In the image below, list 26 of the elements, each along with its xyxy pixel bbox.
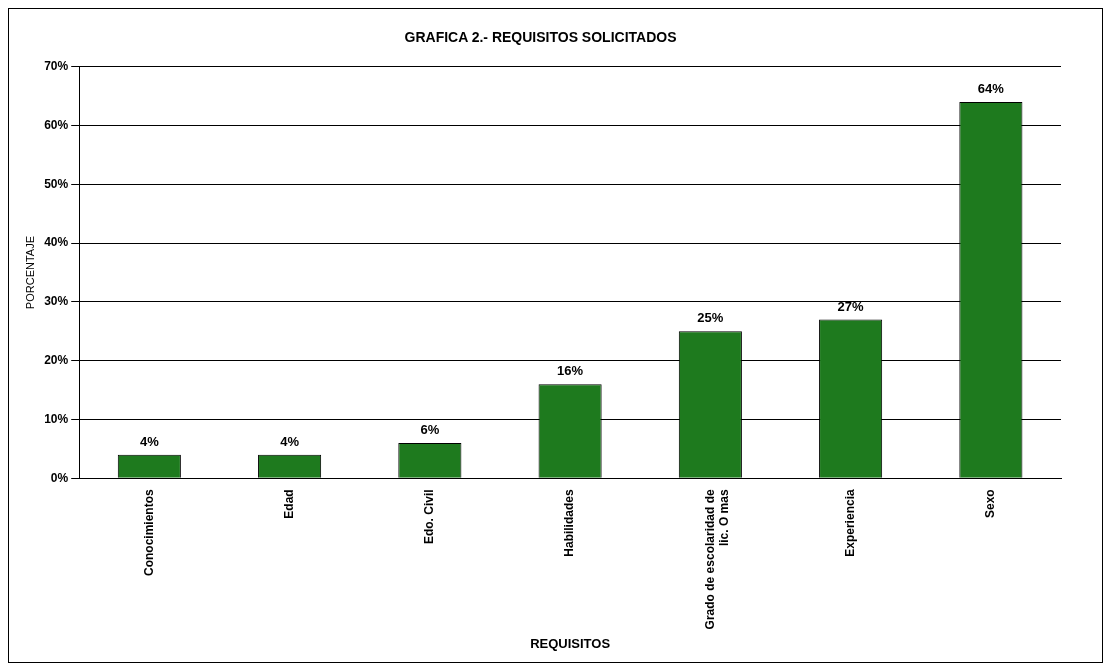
y-axis-title: PORCENTAJE	[23, 236, 36, 310]
data-label: 64%	[977, 81, 1005, 97]
y-tick-label: 30%	[44, 294, 69, 309]
category-label: lic. O mas	[717, 489, 732, 547]
data-label: 27%	[837, 298, 865, 314]
category-label: Grado de escolaridad de	[702, 489, 717, 630]
chart-title: GRAFICA 2.- REQUISITOS SOLICITADOS	[404, 29, 677, 46]
data-label: 4%	[280, 433, 300, 449]
y-tick-label: 40%	[44, 235, 69, 250]
y-tick-label: 50%	[44, 176, 69, 191]
x-tick-label: Edad	[281, 489, 296, 519]
y-tick-label: 70%	[44, 59, 69, 74]
x-tick-label: Conocimientos	[141, 489, 156, 577]
x-tick-label: Edo. Civil	[422, 489, 437, 545]
y-tick-label: 0%	[50, 470, 69, 485]
data-label: 4%	[139, 433, 160, 449]
data-label: 6%	[420, 422, 440, 438]
x-tick-label: Sexo	[983, 489, 998, 519]
x-tick-label: Habilidades	[562, 489, 577, 557]
data-label: 25%	[697, 310, 724, 326]
data-label: 16%	[557, 363, 584, 379]
x-tick-label: Experiencia	[842, 489, 857, 557]
y-tick-label: 10%	[44, 411, 69, 426]
x-axis-title: REQUISITOS	[530, 635, 611, 651]
y-tick-label: 20%	[44, 353, 69, 368]
y-tick-label: 60%	[44, 117, 69, 132]
